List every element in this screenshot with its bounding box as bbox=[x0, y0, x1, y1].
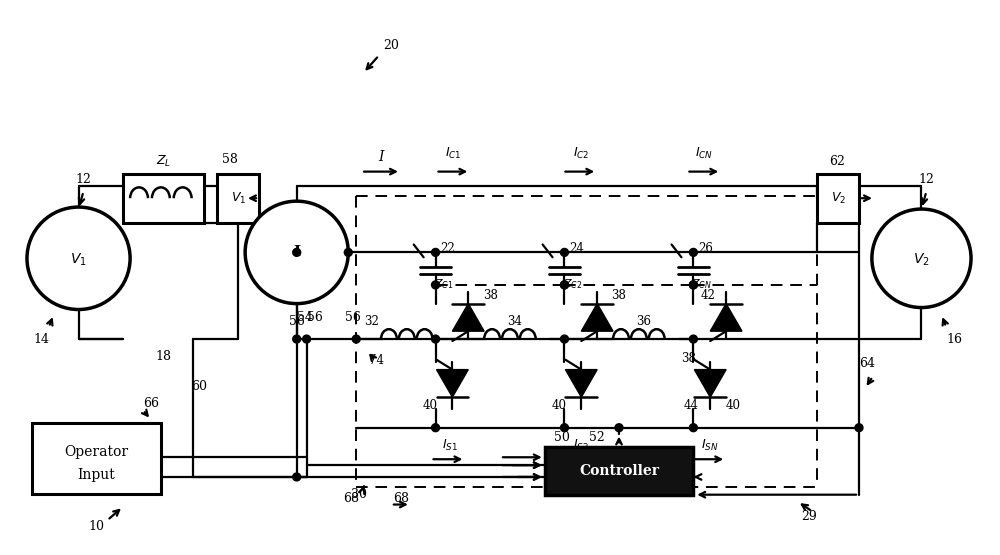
Text: $I_{S2}$: $I_{S2}$ bbox=[573, 438, 589, 453]
Text: $I_{C2}$: $I_{C2}$ bbox=[573, 147, 590, 162]
Text: 26: 26 bbox=[698, 242, 713, 255]
Circle shape bbox=[855, 424, 863, 432]
Text: I: I bbox=[293, 245, 300, 259]
Text: 38: 38 bbox=[612, 289, 626, 302]
Circle shape bbox=[344, 249, 352, 256]
Text: 22: 22 bbox=[440, 242, 455, 255]
Text: $V_2$: $V_2$ bbox=[831, 191, 846, 206]
Circle shape bbox=[560, 281, 568, 289]
Text: 52: 52 bbox=[589, 431, 605, 444]
Text: 24: 24 bbox=[569, 242, 584, 255]
Text: 42: 42 bbox=[701, 289, 716, 302]
Text: 62: 62 bbox=[829, 155, 845, 168]
Text: $V_1$: $V_1$ bbox=[231, 191, 246, 206]
Text: 38: 38 bbox=[681, 352, 696, 365]
Text: $I_{SN}$: $I_{SN}$ bbox=[701, 438, 719, 453]
Circle shape bbox=[245, 201, 348, 304]
Text: $Z_{C1}$: $Z_{C1}$ bbox=[434, 277, 453, 291]
Circle shape bbox=[293, 473, 301, 481]
Text: 40: 40 bbox=[423, 398, 438, 412]
Text: $V_1$: $V_1$ bbox=[70, 252, 87, 269]
Polygon shape bbox=[452, 304, 484, 331]
Text: 54: 54 bbox=[297, 311, 313, 324]
Text: $V_2$: $V_2$ bbox=[913, 252, 930, 269]
Text: 36: 36 bbox=[636, 315, 651, 328]
Text: 44: 44 bbox=[684, 398, 699, 412]
Circle shape bbox=[293, 249, 301, 256]
Text: 40: 40 bbox=[552, 398, 567, 412]
Text: I: I bbox=[378, 150, 384, 164]
Text: 32: 32 bbox=[364, 315, 379, 328]
Circle shape bbox=[872, 209, 971, 307]
Circle shape bbox=[560, 335, 568, 343]
Polygon shape bbox=[437, 370, 468, 397]
Text: 12: 12 bbox=[76, 173, 91, 186]
Bar bbox=[217, 174, 259, 223]
Text: 12: 12 bbox=[918, 173, 934, 186]
Text: 14: 14 bbox=[34, 332, 50, 346]
Text: Operator: Operator bbox=[64, 445, 128, 460]
Circle shape bbox=[689, 281, 697, 289]
Circle shape bbox=[352, 335, 360, 343]
Circle shape bbox=[560, 249, 568, 256]
Text: 34: 34 bbox=[507, 315, 522, 328]
Text: 74: 74 bbox=[369, 354, 384, 367]
Circle shape bbox=[27, 207, 130, 310]
Polygon shape bbox=[565, 370, 597, 397]
Text: 60: 60 bbox=[192, 380, 208, 393]
Bar bbox=[817, 174, 859, 223]
Text: 20: 20 bbox=[383, 39, 399, 52]
Text: 64: 64 bbox=[859, 357, 875, 370]
Text: 68: 68 bbox=[343, 492, 359, 505]
Text: $Z_{C2}$: $Z_{C2}$ bbox=[563, 277, 582, 291]
Text: $Z_{CN}$: $Z_{CN}$ bbox=[691, 277, 712, 291]
Polygon shape bbox=[581, 304, 613, 331]
Bar bbox=[123, 174, 204, 223]
Text: $I_{S1}$: $I_{S1}$ bbox=[442, 438, 458, 453]
Circle shape bbox=[689, 335, 697, 343]
Circle shape bbox=[303, 335, 311, 343]
Text: 30: 30 bbox=[351, 488, 367, 501]
Text: $Z_L$: $Z_L$ bbox=[156, 154, 171, 169]
Bar bbox=[32, 423, 161, 494]
Circle shape bbox=[689, 249, 697, 256]
Text: 18: 18 bbox=[156, 350, 172, 364]
Circle shape bbox=[560, 424, 568, 432]
Text: 58: 58 bbox=[222, 153, 238, 166]
Circle shape bbox=[560, 281, 568, 289]
Circle shape bbox=[432, 281, 440, 289]
Text: 40: 40 bbox=[726, 398, 741, 412]
Polygon shape bbox=[694, 370, 726, 397]
Bar bbox=[545, 447, 693, 495]
Circle shape bbox=[432, 424, 440, 432]
Text: 29: 29 bbox=[802, 510, 817, 523]
Text: 56: 56 bbox=[345, 311, 361, 324]
Text: 10: 10 bbox=[88, 519, 104, 533]
Text: Controller: Controller bbox=[579, 464, 659, 478]
Text: 38: 38 bbox=[483, 289, 498, 302]
Polygon shape bbox=[710, 304, 742, 331]
Circle shape bbox=[432, 249, 440, 256]
Text: 66: 66 bbox=[143, 397, 159, 410]
Text: 50: 50 bbox=[554, 431, 569, 444]
Text: 68: 68 bbox=[393, 492, 409, 505]
Circle shape bbox=[432, 335, 440, 343]
Text: $I_{CN}$: $I_{CN}$ bbox=[695, 147, 713, 162]
Text: Input: Input bbox=[78, 468, 115, 482]
Text: 16: 16 bbox=[946, 332, 962, 346]
Circle shape bbox=[689, 281, 697, 289]
Text: 56: 56 bbox=[307, 311, 323, 324]
Circle shape bbox=[293, 335, 301, 343]
Text: $I_{C1}$: $I_{C1}$ bbox=[445, 147, 462, 162]
Circle shape bbox=[615, 424, 623, 432]
Circle shape bbox=[689, 424, 697, 432]
Text: 56: 56 bbox=[289, 315, 305, 328]
